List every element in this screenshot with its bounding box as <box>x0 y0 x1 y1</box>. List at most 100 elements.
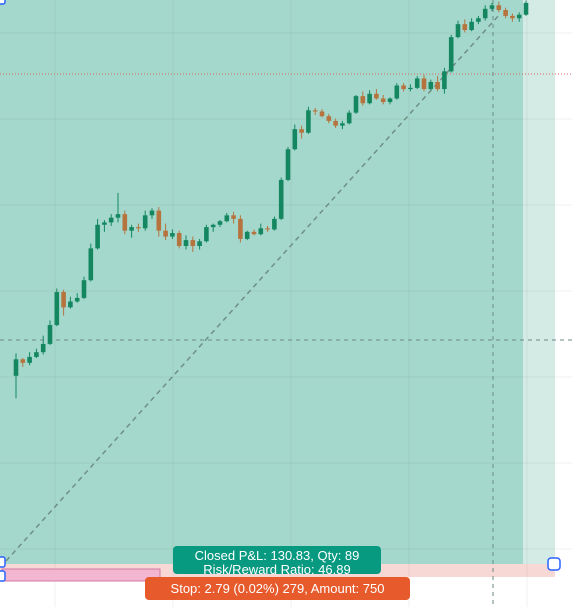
candle-body <box>510 15 515 19</box>
candle <box>394 83 400 100</box>
candle <box>190 236 196 252</box>
candle <box>265 225 270 232</box>
candle <box>278 177 284 221</box>
candle-body <box>489 5 495 9</box>
candle <box>20 358 26 367</box>
candle-body <box>197 241 202 246</box>
candle-body <box>115 214 121 218</box>
candle-body <box>34 352 39 357</box>
candle-body <box>54 292 60 326</box>
entry-left-handle[interactable] <box>0 556 6 568</box>
candle <box>183 235 189 250</box>
candle-body <box>380 98 386 103</box>
candle <box>54 288 60 327</box>
entry-right-handle[interactable] <box>547 557 561 571</box>
candle-body <box>244 231 250 239</box>
candle-body <box>61 292 66 308</box>
candle-body <box>516 14 522 19</box>
candle-body <box>340 123 345 126</box>
candle <box>408 84 413 92</box>
candle <box>319 109 325 118</box>
candle <box>238 215 243 243</box>
candle-body <box>258 228 264 235</box>
candle-body <box>136 227 141 229</box>
top-left-handle[interactable] <box>0 0 6 5</box>
candle <box>367 90 372 105</box>
candle-body <box>503 10 508 16</box>
candle <box>333 118 338 128</box>
candle <box>374 89 379 100</box>
candle <box>353 94 359 114</box>
candle <box>81 276 87 300</box>
candle <box>510 13 515 22</box>
candle <box>197 238 202 250</box>
candle-body <box>346 112 352 124</box>
candle-body <box>523 2 529 15</box>
candle-body <box>149 210 155 216</box>
candle-body <box>27 356 32 363</box>
candle <box>40 335 46 355</box>
candle-body <box>482 8 488 19</box>
candle <box>414 76 420 90</box>
candle <box>27 352 32 366</box>
profit-zone <box>0 0 523 564</box>
closed-pnl-label: Closed P&L: 130.83, Qty: 89 Risk/Reward … <box>173 546 381 574</box>
candle <box>231 211 236 224</box>
stop-label: Stop: 2.79 (0.02%) 279, Amount: 750 <box>145 577 410 600</box>
candle <box>47 320 53 346</box>
candle-body <box>217 221 223 225</box>
candle <box>217 220 223 228</box>
candle <box>360 91 366 106</box>
candle <box>421 74 427 92</box>
closed-pnl-text: Closed P&L: 130.83, Qty: 89 <box>194 548 360 563</box>
candle <box>136 223 141 232</box>
stop-left-handle[interactable] <box>0 570 6 582</box>
profit-zone-extension <box>523 0 555 564</box>
candle-body <box>108 217 114 223</box>
candle-body <box>265 228 270 230</box>
candle <box>380 94 386 105</box>
candlestick-series <box>13 0 529 399</box>
candle-body <box>394 85 400 99</box>
risk-reward-text: Risk/Reward Ratio: 46.89 <box>203 562 351 575</box>
candle-body <box>299 129 304 133</box>
candle <box>462 19 468 33</box>
candle <box>387 97 393 105</box>
candle <box>258 223 264 236</box>
candle <box>156 207 162 237</box>
candle-body <box>142 215 148 229</box>
candle <box>61 289 66 316</box>
candle <box>13 353 19 399</box>
candle-body <box>238 218 243 239</box>
candle-body <box>129 227 134 231</box>
entry-to-target-line <box>5 13 501 562</box>
candle <box>68 296 73 309</box>
candle <box>523 0 529 16</box>
candle <box>251 229 257 236</box>
candle <box>272 216 277 231</box>
candle <box>455 20 461 39</box>
candle <box>299 125 304 139</box>
candle <box>340 120 345 130</box>
candle <box>163 223 168 241</box>
candle-body <box>74 297 80 302</box>
candle <box>489 2 495 12</box>
candle <box>401 83 406 92</box>
candle-body <box>251 231 257 235</box>
candle-body <box>176 233 182 246</box>
candle <box>292 124 298 151</box>
candle <box>312 107 318 116</box>
candle-body <box>455 24 461 38</box>
candle <box>102 220 107 232</box>
candle-body <box>156 210 162 231</box>
candle <box>122 210 128 235</box>
candle-body <box>88 248 94 281</box>
candle-body <box>81 280 87 298</box>
candle-body <box>401 85 406 90</box>
candle-body <box>278 179 284 219</box>
candle-body <box>224 215 230 222</box>
candle <box>306 106 311 134</box>
candle-body <box>360 96 366 104</box>
